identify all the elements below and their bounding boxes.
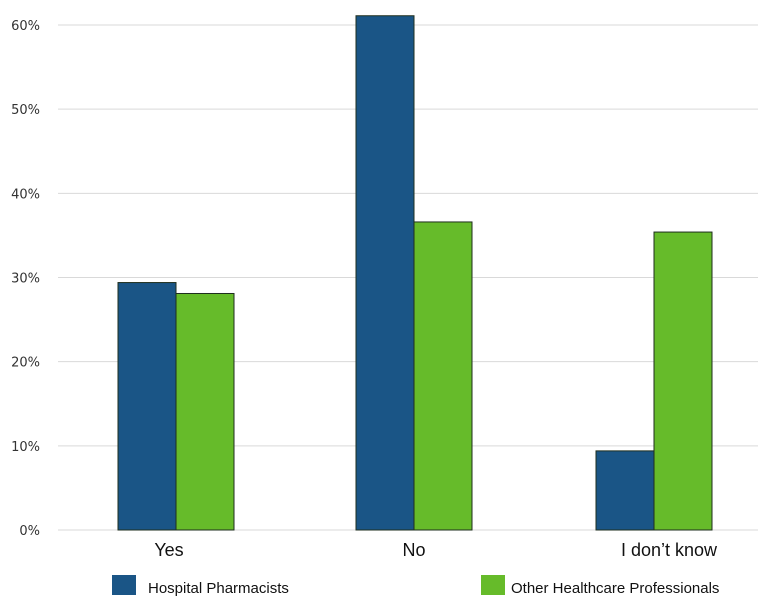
legend-swatch	[112, 575, 136, 595]
legend: Hospital Pharmacists Other Healthcare Pro…	[112, 575, 719, 597]
x-category-label: Yes	[154, 540, 183, 560]
bar-hospital-pharmacists	[355, 15, 415, 531]
bars	[117, 15, 713, 531]
bar-other-healthcare-professionals	[413, 221, 473, 531]
y-tick-label: 50%	[11, 103, 40, 118]
x-category-label: I don’t know	[621, 540, 718, 560]
bar-other-healthcare-professionals	[175, 292, 235, 531]
y-tick-label: 10%	[11, 440, 40, 455]
bar-hospital-pharmacists	[117, 282, 177, 531]
y-tick-label: 0%	[19, 524, 40, 539]
y-tick-label: 40%	[11, 187, 40, 202]
bar-hospital-pharmacists	[595, 450, 655, 531]
legend-label: Other Healthcare Professionals	[511, 580, 719, 597]
y-tick-label: 20%	[11, 356, 40, 371]
y-axis-ticks: 0% 10% 20% 30% 40% 50% 60%	[11, 19, 40, 539]
legend-swatch	[481, 575, 505, 595]
y-tick-label: 30%	[11, 272, 40, 287]
x-axis-categories: Yes No I don’t know	[154, 540, 718, 560]
x-category-label: No	[402, 540, 425, 560]
bar-other-healthcare-professionals	[653, 231, 713, 531]
y-tick-label: 60%	[11, 19, 40, 34]
legend-label: Hospital Pharmacists	[148, 580, 289, 597]
